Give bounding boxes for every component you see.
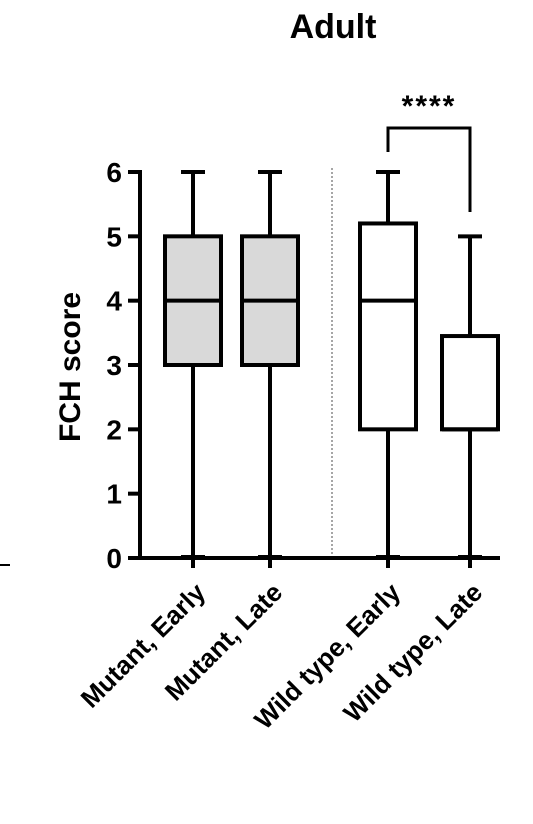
- y-tick-label: 5: [106, 221, 122, 252]
- y-tick-label: 0: [106, 543, 122, 574]
- box-iqr: [440, 334, 500, 432]
- y-tick-label: 2: [106, 414, 122, 445]
- boxes: [163, 170, 500, 559]
- box-4: [440, 234, 500, 559]
- y-tick-label: 4: [106, 286, 122, 317]
- chart-title: Adult: [290, 8, 377, 46]
- box-1: [163, 170, 223, 559]
- y-tick-label: 6: [106, 157, 122, 188]
- box-2: [240, 170, 300, 559]
- y-tick-labels: 0 1 2 3 4 5 6: [106, 157, 122, 574]
- x-tick-label: Wild type, Late: [337, 577, 488, 728]
- box-3: [358, 170, 418, 559]
- y-tick-label: 1: [106, 479, 122, 510]
- y-axis-label: FCH score: [54, 292, 87, 442]
- box-iqr: [358, 221, 418, 432]
- significance-bracket: [386, 126, 472, 212]
- significance-annotation: ****: [386, 90, 472, 212]
- significance-label: ****: [402, 90, 457, 123]
- y-tick-label: 3: [106, 350, 122, 381]
